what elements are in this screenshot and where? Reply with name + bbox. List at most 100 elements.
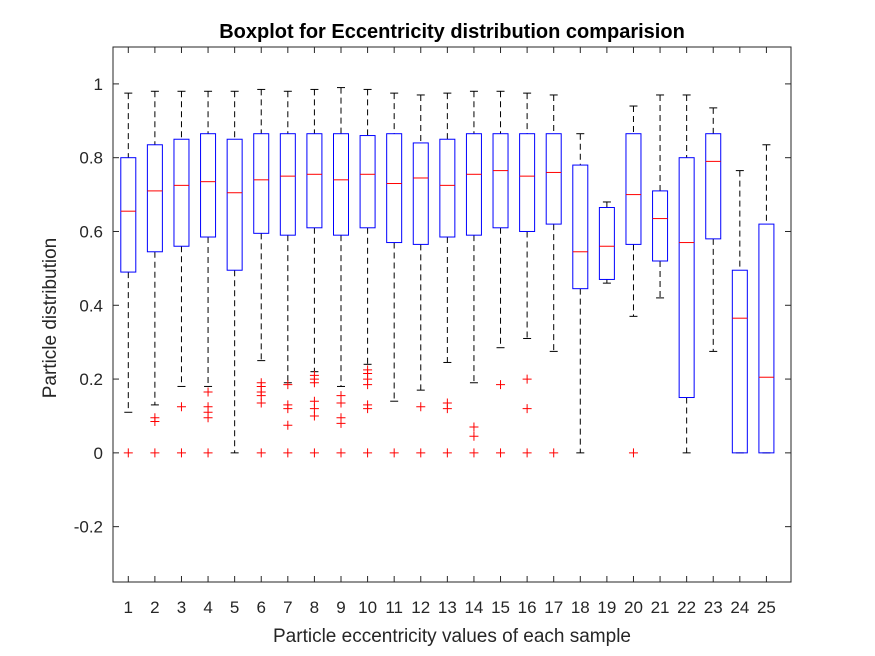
box-iqr — [598, 207, 615, 280]
x-tick-label: 1 — [124, 598, 133, 617]
outlier-point — [309, 378, 319, 388]
outlier-point — [336, 448, 346, 458]
outlier-point — [203, 448, 213, 458]
x-tick-label: 7 — [283, 598, 292, 617]
outlier-point — [628, 448, 638, 458]
outlier-point — [283, 404, 293, 414]
outlier-point — [496, 448, 506, 458]
box-iqr — [572, 164, 589, 290]
box-iqr — [758, 223, 775, 454]
x-tick-label: 2 — [150, 598, 159, 617]
x-tick-label: 4 — [203, 598, 212, 617]
outlier-point — [363, 404, 373, 414]
outlier-point — [469, 422, 479, 432]
outlier-point — [203, 413, 213, 423]
x-axis-label: Particle eccentricity values of each sam… — [273, 626, 631, 647]
outlier-point — [469, 448, 479, 458]
y-tick-label: 0.8 — [79, 149, 103, 168]
x-tick-label: 15 — [491, 598, 510, 617]
box-iqr — [226, 138, 243, 271]
x-tick-label: 14 — [464, 598, 483, 617]
y-tick-label: 0 — [94, 444, 103, 463]
box-iqr — [545, 133, 562, 225]
outlier-point — [416, 448, 426, 458]
x-tick-label: 5 — [230, 598, 239, 617]
outlier-point — [176, 448, 186, 458]
outlier-point — [389, 448, 399, 458]
x-tick-label: 25 — [757, 598, 776, 617]
outlier-point — [150, 448, 160, 458]
x-tick-label: 19 — [597, 598, 616, 617]
y-tick-label: 0.4 — [79, 296, 103, 315]
box-iqr — [705, 133, 722, 240]
outlier-point — [522, 374, 532, 384]
x-tick-label: 21 — [651, 598, 670, 617]
y-axis-label: Particle distribution — [40, 238, 61, 399]
outlier-point — [283, 420, 293, 430]
x-tick-label: 16 — [518, 598, 537, 617]
x-tick-label: 12 — [411, 598, 430, 617]
outlier-point — [442, 404, 452, 414]
plot-area: -0.200.20.40.60.811 2 3 4 5 6 7 8 9 10 11 12 13 14 15 1… — [74, 47, 791, 617]
box-iqr — [439, 138, 456, 238]
box-iqr — [678, 157, 695, 399]
x-tick-label: 17 — [544, 598, 563, 617]
x-tick-label: 9 — [336, 598, 345, 617]
box-iqr — [731, 269, 748, 454]
outlier-point — [176, 402, 186, 412]
outlier-point — [283, 380, 293, 390]
x-tick-label: 23 — [704, 598, 723, 617]
box-iqr — [412, 142, 429, 245]
outlier-point — [309, 411, 319, 421]
box-iqr — [519, 133, 536, 232]
outlier-point — [336, 418, 346, 428]
x-tick-label: 11 — [385, 598, 403, 617]
outlier-point — [442, 448, 452, 458]
outlier-point — [549, 448, 559, 458]
axes-frame — [112, 46, 792, 583]
outlier-point — [256, 398, 266, 408]
outlier-point — [363, 448, 373, 458]
x-tick-label: 6 — [257, 598, 266, 617]
box-iqr — [492, 133, 509, 229]
box-iqr — [200, 133, 217, 238]
outlier-point — [469, 431, 479, 441]
outlier-point — [416, 402, 426, 412]
x-tick-label: 24 — [730, 598, 749, 617]
x-tick-label: 22 — [677, 598, 696, 617]
box-iqr — [279, 133, 296, 236]
outlier-point — [522, 448, 532, 458]
box-iqr — [120, 157, 137, 273]
x-tick-label: 3 — [177, 598, 186, 617]
outlier-point — [309, 448, 319, 458]
outlier-point — [336, 398, 346, 408]
outlier-point — [283, 448, 293, 458]
box-iqr — [333, 133, 349, 236]
box-iqr — [306, 133, 323, 229]
outlier-point — [363, 380, 373, 390]
box-iqr — [625, 133, 642, 245]
box-iqr — [386, 133, 403, 244]
box-iqr — [146, 144, 163, 253]
chart-title: Boxplot for Eccentricity distribution co… — [219, 21, 685, 43]
box-iqr — [465, 133, 482, 236]
x-tick-label: 20 — [624, 598, 643, 617]
y-tick-label: 0.2 — [79, 370, 103, 389]
outlier-point — [496, 380, 506, 390]
outlier-point — [256, 448, 266, 458]
y-tick-label: -0.2 — [74, 518, 103, 537]
outlier-point — [150, 413, 160, 423]
box-iqr — [652, 190, 669, 262]
x-tick-label: 8 — [310, 598, 319, 617]
box-iqr — [253, 133, 270, 234]
y-tick-label: 0.6 — [79, 222, 103, 241]
x-tick-label: 18 — [571, 598, 590, 617]
x-tick-label: 10 — [358, 598, 377, 617]
y-tick-label: 1 — [94, 75, 103, 94]
outlier-point — [522, 404, 532, 414]
outlier-point — [123, 448, 133, 458]
box-iqr — [359, 135, 376, 229]
box-iqr — [173, 138, 190, 247]
outlier-point — [203, 387, 213, 397]
